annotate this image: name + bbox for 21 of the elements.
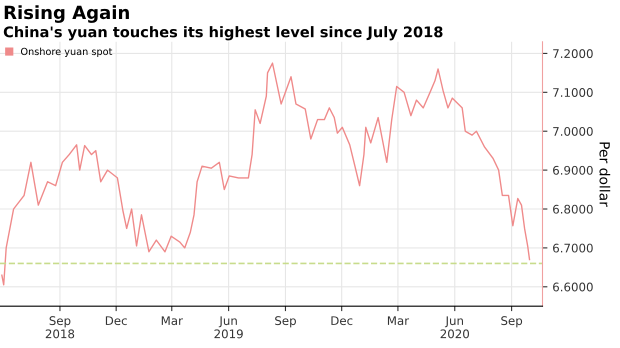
y-tick-label: 7.2000 bbox=[553, 49, 593, 58]
chart-title: Rising Again bbox=[4, 5, 129, 23]
x-tick-label: Mar bbox=[162, 316, 183, 326]
y-tick-label: 7.0000 bbox=[553, 126, 593, 136]
line-series bbox=[1, 62, 530, 286]
x-tick-label: Jun 2019 bbox=[214, 316, 243, 338]
chart-subtitle: China's yuan touches its highest level since July 2018 bbox=[4, 26, 443, 40]
x-tick-label: Sep bbox=[275, 316, 296, 328]
y-tick-label: 7.1000 bbox=[553, 88, 593, 97]
x-tick-label: Jun 2020 bbox=[440, 316, 469, 338]
y-axis-title: Per dollar bbox=[599, 142, 610, 207]
x-tick-label: Sep bbox=[501, 316, 522, 328]
y-tick-label: 6.7000 bbox=[553, 244, 593, 253]
legend-label: Onshore yuan spot bbox=[20, 48, 112, 58]
x-tick-label: Dec bbox=[106, 316, 127, 326]
x-tick-label: Mar bbox=[388, 316, 410, 326]
y-tick-label: 6.8000 bbox=[553, 204, 593, 214]
y-tick-label: 6.6000 bbox=[553, 282, 593, 292]
x-tick-label: Dec bbox=[331, 316, 352, 326]
x-tick-label: Sep 2018 bbox=[46, 316, 74, 338]
y-tick-label: 6.9000 bbox=[553, 166, 593, 175]
